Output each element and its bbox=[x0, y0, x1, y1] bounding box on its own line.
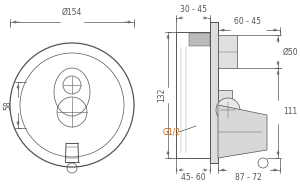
Text: Ø154: Ø154 bbox=[62, 7, 82, 17]
Text: G1/2: G1/2 bbox=[163, 128, 181, 136]
Bar bbox=[176, 32, 210, 158]
Bar bbox=[218, 35, 237, 68]
Polygon shape bbox=[218, 105, 267, 158]
Circle shape bbox=[216, 98, 240, 122]
Text: Ø50: Ø50 bbox=[283, 48, 298, 57]
Text: 45- 60: 45- 60 bbox=[181, 173, 205, 182]
Bar bbox=[189, 33, 210, 46]
Text: 30 - 45: 30 - 45 bbox=[179, 5, 206, 14]
Text: 132: 132 bbox=[158, 88, 166, 102]
Bar bbox=[218, 90, 232, 105]
Bar bbox=[210, 22, 218, 163]
Text: 87 - 72: 87 - 72 bbox=[235, 173, 261, 182]
Text: 111: 111 bbox=[283, 107, 297, 116]
Text: 60 - 45: 60 - 45 bbox=[235, 18, 262, 27]
Text: 58: 58 bbox=[4, 100, 13, 110]
